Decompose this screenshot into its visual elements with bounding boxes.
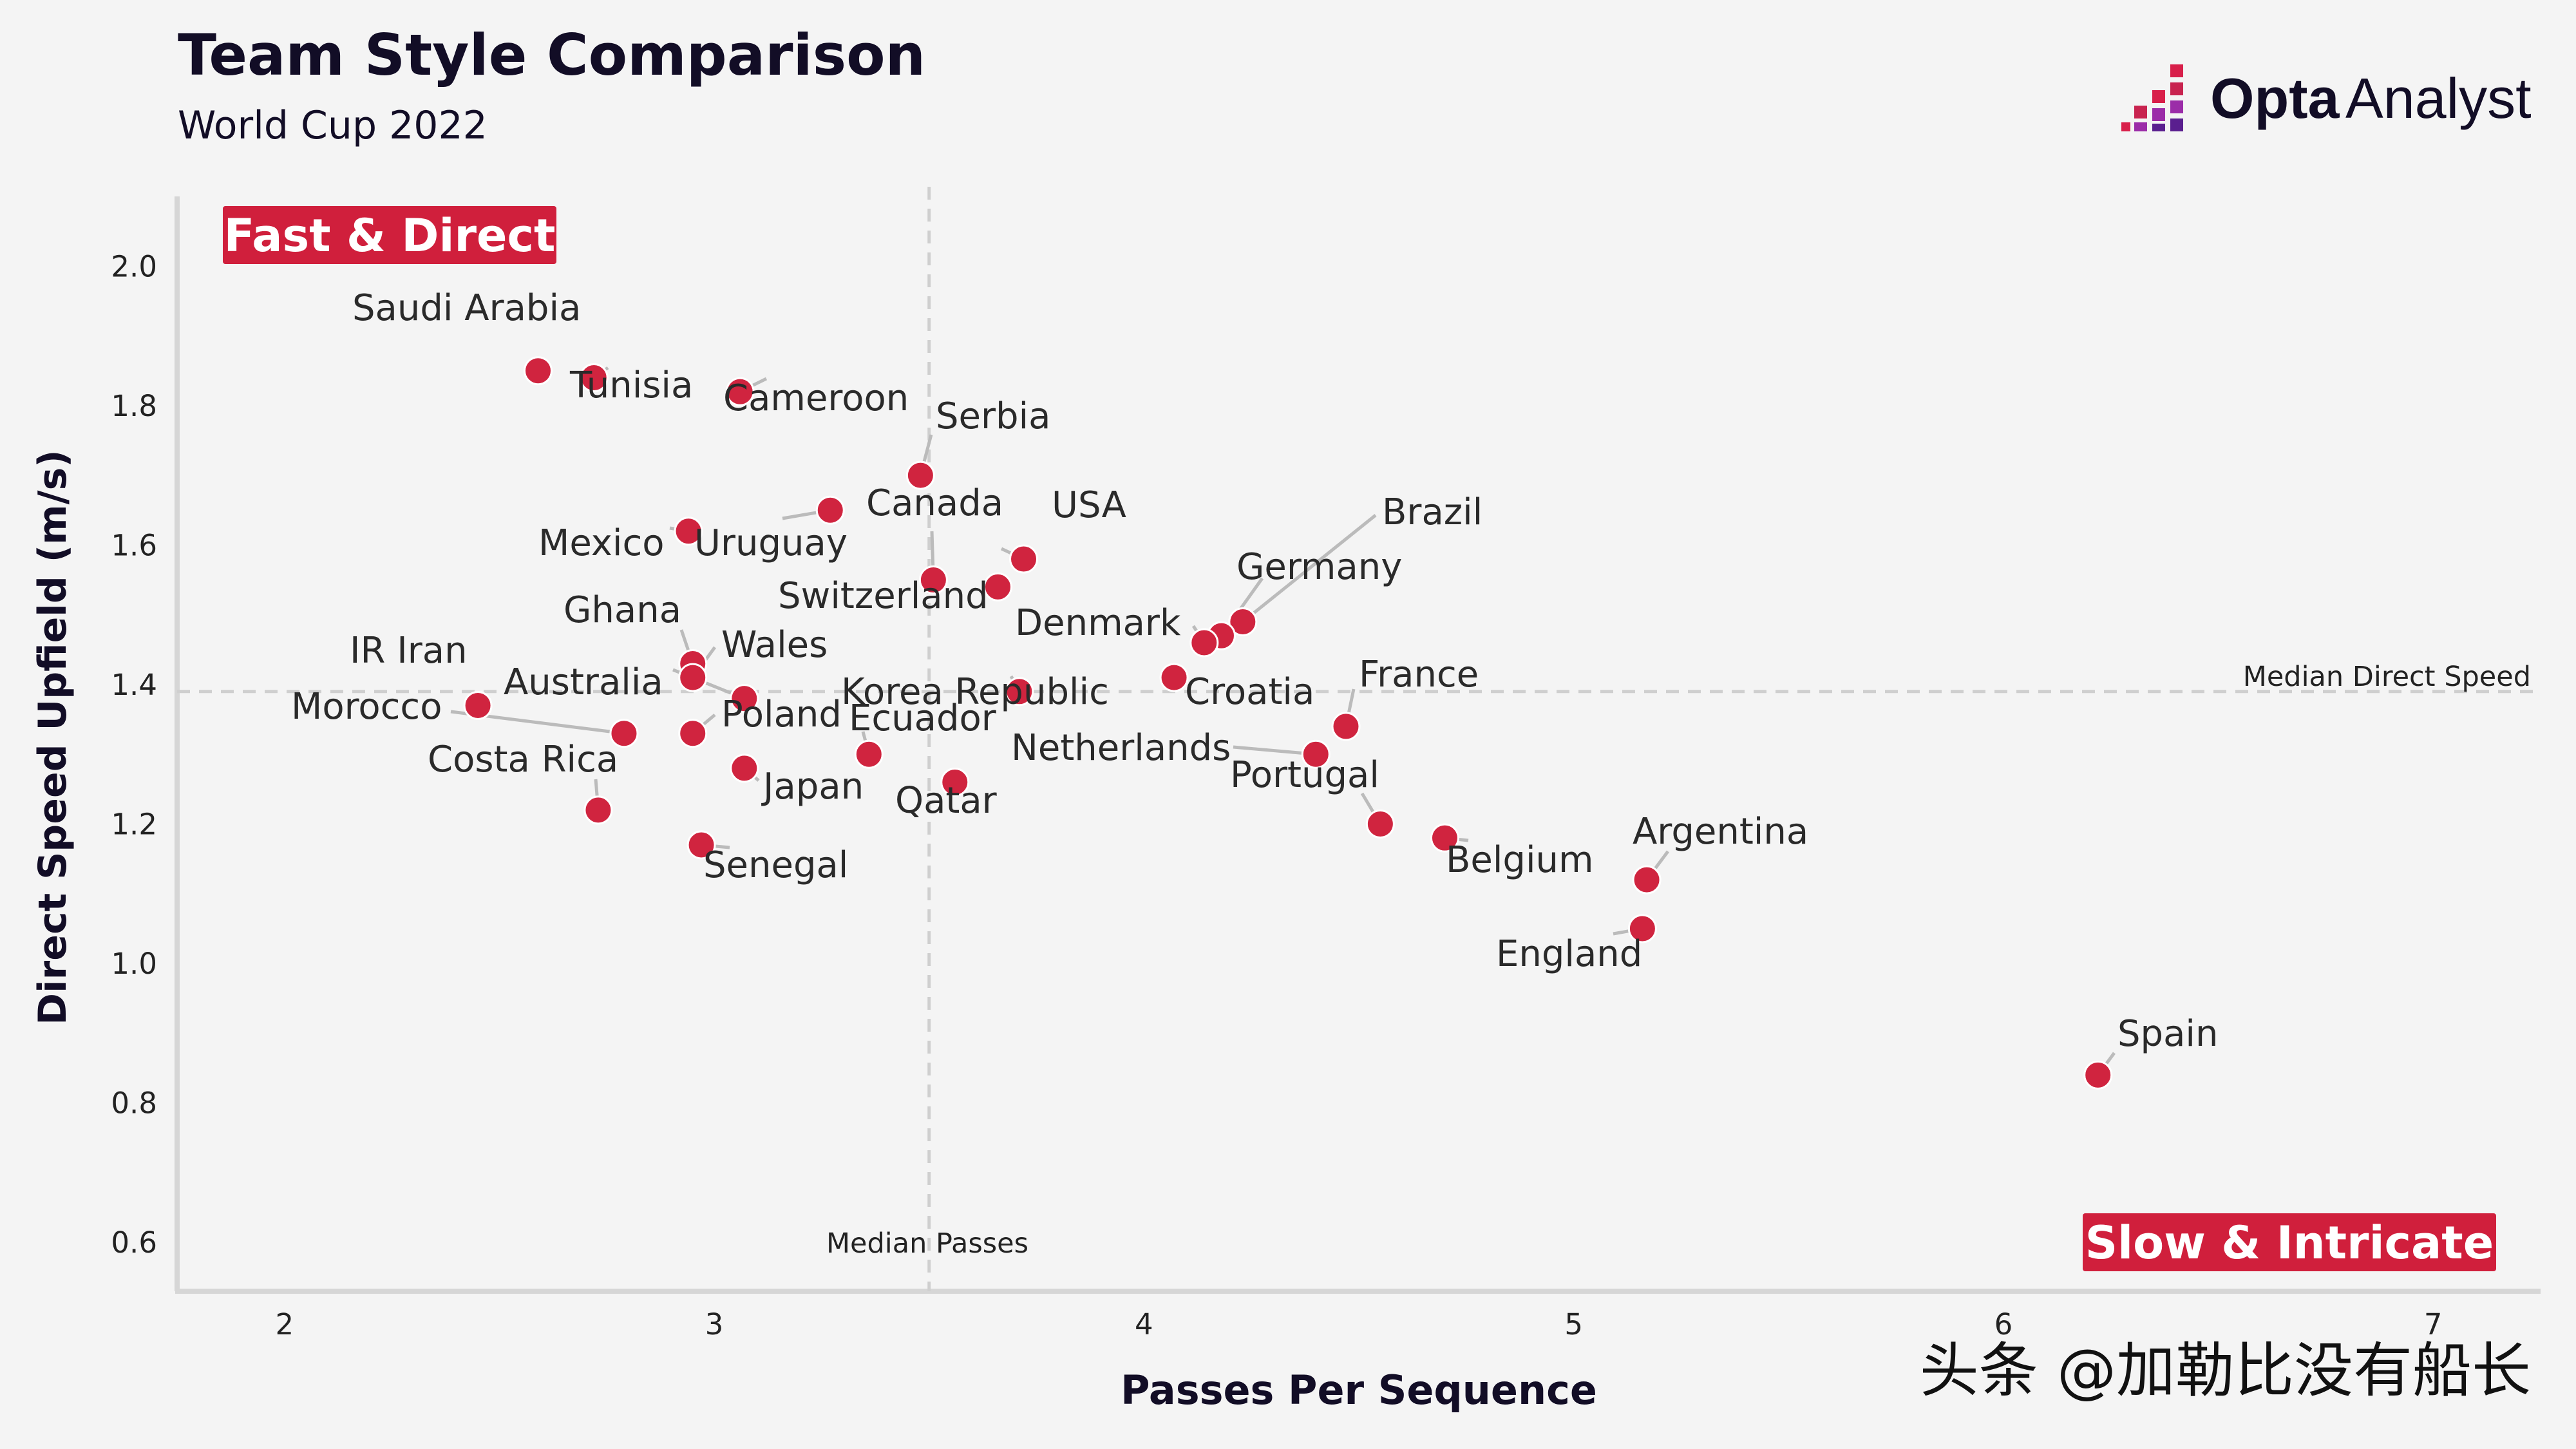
x-tick-label: 6: [1994, 1307, 2013, 1341]
point-qatar[interactable]: [940, 768, 970, 797]
label-switzerland: Switzerland: [778, 575, 989, 617]
point-switzerland[interactable]: [983, 572, 1012, 601]
label-usa: USA: [1052, 484, 1126, 526]
chart-title: Team Style Comparison: [178, 22, 925, 88]
label-costa-rica: Costa Rica: [428, 739, 618, 781]
point-mexico[interactable]: [674, 516, 703, 546]
brand-name-light: Analyst: [2345, 66, 2532, 130]
label-serbia: Serbia: [936, 395, 1050, 437]
quadrant-label-slow-intricate: Slow & Intricate: [2083, 1213, 2496, 1271]
point-cameroon[interactable]: [725, 377, 755, 406]
quadrant-text-top-left: Fast & Direct: [224, 209, 556, 262]
quadrant-text-bottom-right: Slow & Intricate: [2085, 1217, 2494, 1269]
point-usa[interactable]: [1009, 544, 1039, 574]
y-tick-label: 0.8: [111, 1086, 157, 1121]
label-uruguay: Uruguay: [694, 522, 848, 564]
point-wales[interactable]: [678, 663, 708, 692]
opta-analyst-logo: Opta Analyst: [2121, 64, 2532, 131]
median-direct-speed-label: Median Direct Speed: [2243, 661, 2531, 693]
y-tick-label: 1.4: [111, 668, 157, 702]
point-brazil[interactable]: [1228, 607, 1258, 637]
y-tick-label: 1.6: [111, 528, 157, 562]
point-korea-republic[interactable]: [1005, 677, 1034, 706]
x-tick-label: 2: [275, 1307, 294, 1341]
brand-name-bold: Opta: [2210, 66, 2340, 130]
point-denmark[interactable]: [1189, 628, 1219, 658]
point-canada[interactable]: [918, 565, 948, 595]
label-spain: Spain: [2117, 1013, 2218, 1055]
label-senegal: Senegal: [703, 844, 848, 886]
point-portugal[interactable]: [1365, 810, 1395, 839]
quadrant-label-fast-direct: Fast & Direct: [223, 206, 556, 264]
label-croatia: Croatia: [1185, 671, 1314, 713]
point-saudi-arabia[interactable]: [524, 356, 553, 386]
y-tick-label: 1.8: [111, 389, 157, 423]
point-france[interactable]: [1331, 712, 1361, 741]
opta-logo-icon: [2121, 64, 2183, 131]
x-tick-labels: 2 3 4 5 6 7: [275, 1307, 2442, 1341]
label-portugal: Portugal: [1230, 754, 1379, 796]
point-uruguay[interactable]: [815, 495, 845, 525]
label-tunisia: Tunisia: [569, 365, 693, 406]
label-ecuador: Ecuador: [849, 697, 997, 739]
label-cameroon: Cameroon: [723, 377, 909, 419]
label-brazil: Brazil: [1382, 491, 1482, 533]
x-axis-title: Passes Per Sequence: [1121, 1367, 1597, 1414]
label-argentina: Argentina: [1633, 811, 1808, 853]
label-france: France: [1359, 654, 1479, 696]
y-axis-title: Direct Speed Upfield (m/s): [30, 450, 75, 1025]
label-morocco: Morocco: [291, 686, 442, 728]
median-passes-label: Median Passes: [826, 1227, 1028, 1260]
label-denmark: Denmark: [1015, 602, 1181, 644]
label-korea-republic: Korea Republic: [841, 671, 1109, 713]
point-ir-iran[interactable]: [463, 690, 493, 720]
y-tick-label: 1.2: [111, 808, 157, 842]
point-poland[interactable]: [678, 719, 708, 748]
label-saudi-arabia: Saudi Arabia: [352, 287, 581, 329]
point-croatia[interactable]: [1159, 663, 1189, 692]
data-points: [463, 356, 2113, 1090]
label-ghana: Ghana: [564, 589, 681, 631]
y-tick-label: 1.0: [111, 947, 157, 981]
label-wales: Wales: [721, 624, 828, 666]
x-tick-label: 4: [1135, 1307, 1153, 1341]
label-qatar: Qatar: [895, 780, 998, 822]
point-belgium[interactable]: [1430, 823, 1459, 853]
leader-line-brazil: [1242, 514, 1377, 623]
y-tick-label: 2.0: [111, 249, 157, 283]
label-netherlands: Netherlands: [1011, 727, 1231, 769]
label-australia: Australia: [504, 661, 663, 703]
chart-subtitle: World Cup 2022: [178, 103, 488, 148]
label-japan: Japan: [761, 766, 864, 808]
x-tick-label: 5: [1564, 1307, 1583, 1341]
label-ir-iran: IR Iran: [350, 630, 468, 672]
point-argentina[interactable]: [1632, 865, 1662, 895]
x-tick-label: 7: [2424, 1307, 2443, 1341]
point-costa-rica[interactable]: [583, 795, 613, 825]
point-tunisia[interactable]: [579, 363, 609, 393]
x-tick-label: 3: [705, 1307, 724, 1341]
watermark-text: 头条 @加勒比没有船长: [1920, 1336, 2531, 1405]
label-canada: Canada: [866, 482, 1003, 524]
point-spain[interactable]: [2083, 1060, 2113, 1090]
point-japan[interactable]: [730, 753, 759, 783]
point-netherlands[interactable]: [1301, 739, 1331, 769]
point-australia[interactable]: [730, 684, 759, 714]
y-tick-label: 0.6: [111, 1226, 157, 1260]
point-ecuador[interactable]: [854, 739, 884, 769]
point-england[interactable]: [1627, 914, 1657, 943]
quadrant-badge-top-left: [223, 206, 556, 264]
point-morocco[interactable]: [609, 719, 639, 748]
label-mexico: Mexico: [538, 522, 665, 564]
point-labels: Saudi Arabia Tunisia Cameroon Serbia Uruguay…: [291, 287, 2218, 1055]
y-tick-labels: 0.6 0.8 1.0 1.2 1.4 1.6 1.8 2.0: [111, 249, 157, 1260]
label-germany: Germany: [1236, 546, 1402, 588]
label-poland: Poland: [721, 694, 842, 735]
label-england: England: [1496, 933, 1642, 975]
label-belgium: Belgium: [1446, 839, 1594, 881]
point-serbia[interactable]: [905, 460, 935, 490]
point-senegal[interactable]: [687, 830, 716, 860]
quadrant-badge-bottom-right: [2083, 1213, 2496, 1271]
